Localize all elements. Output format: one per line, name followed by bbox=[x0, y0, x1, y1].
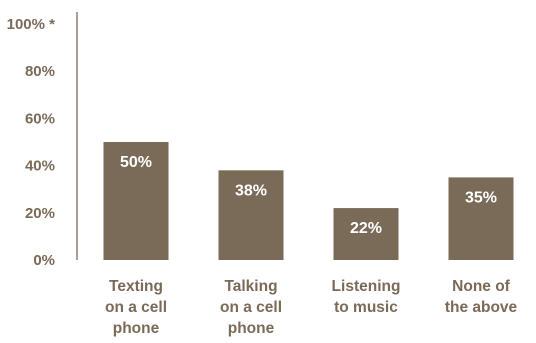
y-tick-label: 40% bbox=[25, 158, 55, 175]
bar bbox=[448, 177, 514, 260]
x-category-label-line: Listening bbox=[332, 278, 401, 295]
x-category-label-line: to music bbox=[334, 299, 398, 316]
y-tick-label: 20% bbox=[25, 205, 55, 222]
x-category-label-line: Talking bbox=[224, 278, 277, 295]
bar bbox=[218, 170, 284, 260]
bar-value-label: 22% bbox=[350, 220, 382, 237]
bars: 50% 38% 22% 35% bbox=[103, 142, 514, 260]
bar-value-label: 35% bbox=[465, 189, 497, 206]
bar bbox=[103, 142, 169, 260]
x-category-label-line: Texting bbox=[109, 278, 163, 295]
x-category-label-line: phone bbox=[113, 320, 160, 337]
x-category-label-line: phone bbox=[228, 320, 275, 337]
x-category-label: None of the above bbox=[445, 278, 518, 316]
x-category-label: Talking on a cell phone bbox=[220, 278, 282, 337]
bar-value-label: 50% bbox=[120, 154, 152, 171]
x-category-label-line: on a cell bbox=[220, 299, 282, 316]
y-tick-label: 100% * bbox=[7, 16, 56, 33]
x-category-label-line: the above bbox=[445, 299, 518, 316]
y-tick-label: 0% bbox=[33, 252, 55, 269]
y-tick-label: 80% bbox=[25, 63, 55, 80]
x-axis-labels: Texting on a cell phone Talking on a cell pho… bbox=[105, 278, 518, 337]
y-axis: 0% 20% 40% 60% 80% 100% * bbox=[7, 12, 78, 269]
x-category-label-line: None of bbox=[452, 278, 511, 295]
y-tick-label: 60% bbox=[25, 110, 55, 127]
bar bbox=[333, 208, 399, 260]
x-category-label-line: on a cell bbox=[105, 299, 167, 316]
x-category-label: Listening to music bbox=[332, 278, 401, 316]
bar-value-label: 38% bbox=[235, 182, 267, 199]
x-category-label: Texting on a cell phone bbox=[105, 278, 167, 337]
